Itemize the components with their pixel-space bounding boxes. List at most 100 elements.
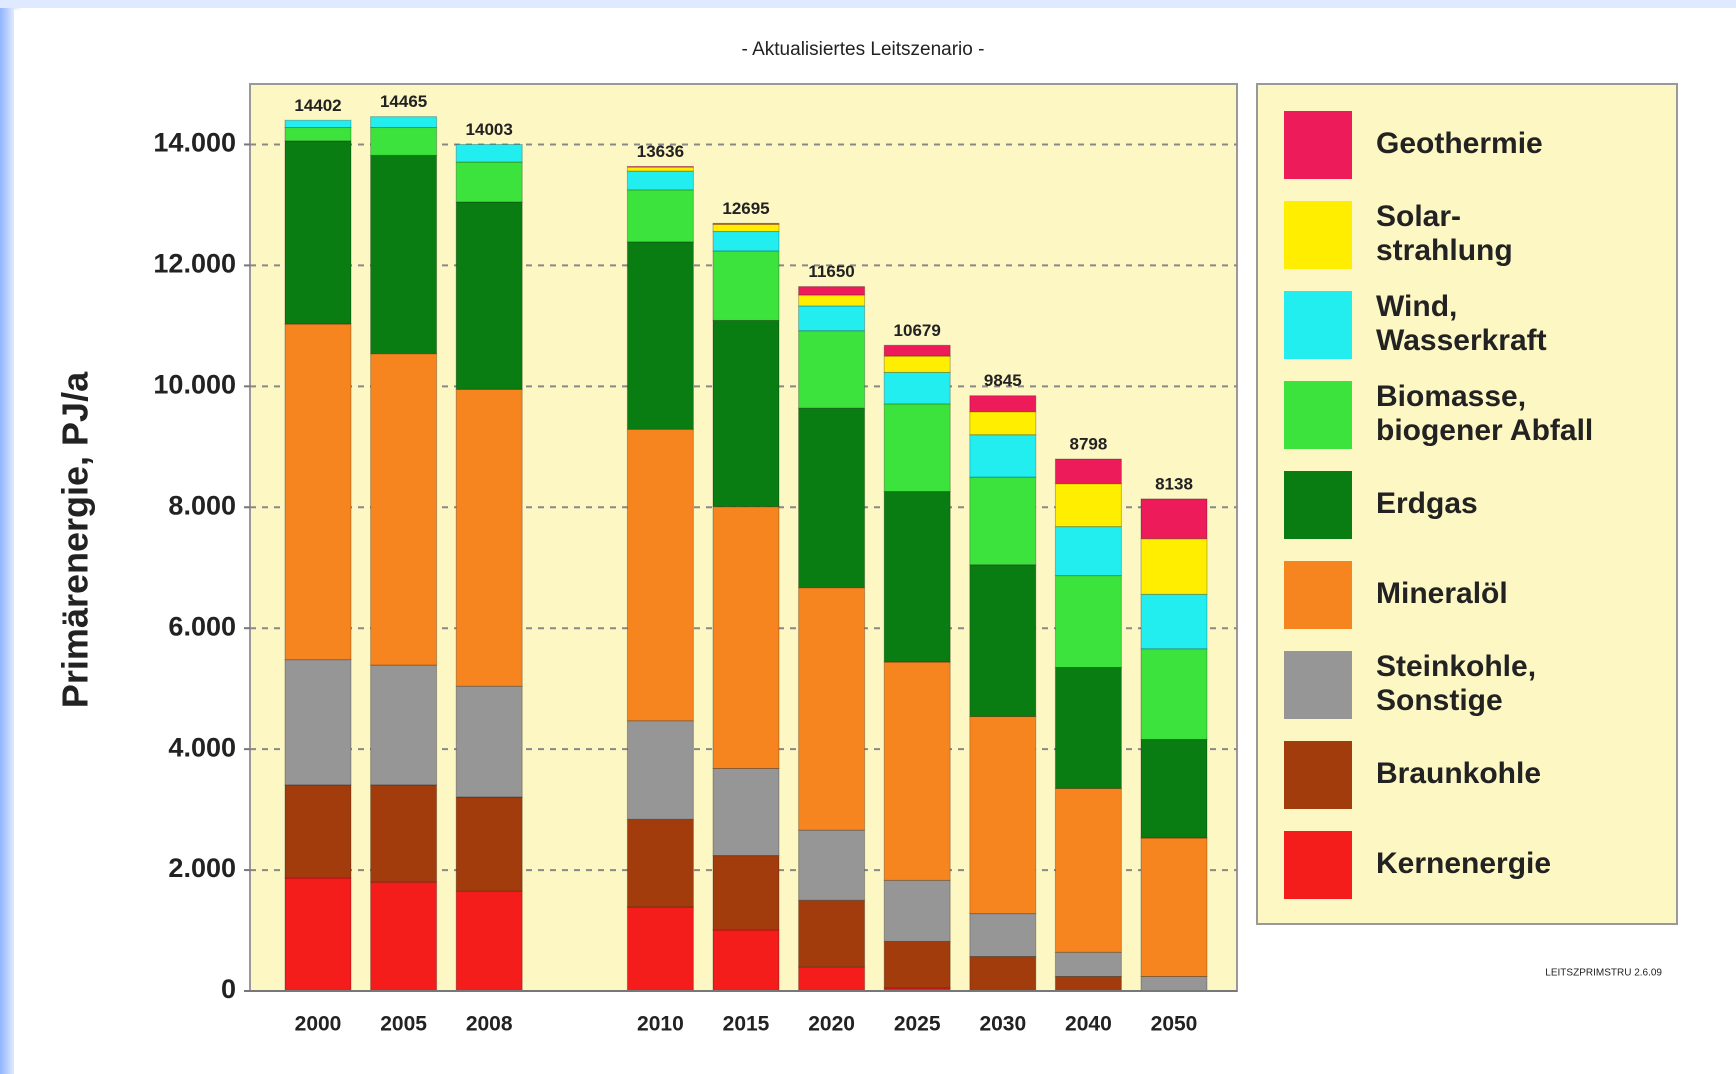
x-tick-label: 2008 [466, 1013, 513, 1036]
bar-segment [284, 659, 352, 786]
source-note: LEITSZPRIMSTRU 2.6.09 [1545, 968, 1662, 979]
total-label: 8798 [1069, 434, 1107, 453]
bar-segment [712, 929, 780, 992]
bar-segment [883, 403, 951, 493]
legend-swatch [1284, 741, 1352, 809]
legend-swatch [1284, 111, 1352, 179]
legend-swatch [1284, 471, 1352, 539]
bar-segment [969, 956, 1037, 992]
bar-segment [370, 116, 438, 129]
bar-segment [455, 161, 523, 203]
bar-segment [455, 685, 523, 798]
legend-swatch [1284, 831, 1352, 899]
bar-segment [626, 165, 694, 168]
bar-segment [969, 395, 1037, 413]
bar-segment [284, 140, 352, 325]
bar-segment [798, 966, 866, 992]
bar-segment [1140, 837, 1208, 977]
bar-segment [798, 829, 866, 901]
bar-segment [1054, 458, 1122, 485]
bar-segment [370, 154, 438, 355]
bar-segment [370, 664, 438, 786]
bar-segment [284, 323, 352, 661]
legend-swatch [1284, 651, 1352, 719]
legend-swatch [1284, 381, 1352, 449]
bar-segment [1140, 498, 1208, 540]
bar-segment [883, 355, 951, 373]
bar-segment [1140, 538, 1208, 595]
bar-segment [455, 201, 523, 390]
bar-segment [1140, 593, 1208, 650]
bar-segment [626, 189, 694, 243]
top-strip [0, 0, 1736, 8]
bar-segment [626, 428, 694, 722]
bar-segment [1054, 975, 1122, 992]
legend-swatch [1284, 291, 1352, 359]
total-label: 14003 [466, 120, 513, 139]
legend-label-line: Wind, [1376, 290, 1457, 323]
y-tick-label: 0 [221, 974, 236, 1004]
legend-label-line: Sonstige [1376, 684, 1503, 717]
legend-swatch [1284, 561, 1352, 629]
legend-label: Biomasse, biogener Abfall [1376, 380, 1593, 447]
bar-segment [1054, 526, 1122, 577]
bar-segment [883, 491, 951, 663]
bar-segment [1054, 787, 1122, 953]
bar-segment [284, 119, 352, 129]
bar-segment [1054, 951, 1122, 977]
legend-label: Steinkohle, Sonstige [1376, 650, 1536, 717]
y-tick-label: 10.000 [153, 369, 236, 399]
bar-segment [712, 231, 780, 252]
bar-segment [712, 506, 780, 769]
bar-segment [712, 855, 780, 931]
bar-segment [798, 330, 866, 409]
bar-segment [712, 767, 780, 857]
bar-segment [712, 223, 780, 233]
total-label: 12695 [722, 199, 769, 218]
bar-segment [798, 294, 866, 307]
bar-segment [798, 286, 866, 296]
legend-label: Erdgas [1376, 487, 1478, 520]
bar-segment [626, 906, 694, 992]
chart-title: - Aktualisiertes Leitszenario - [742, 39, 985, 60]
x-tick-label: 2020 [808, 1013, 855, 1036]
bar-segment [712, 222, 780, 225]
bar-segment [1140, 738, 1208, 839]
bar-segment [284, 127, 352, 142]
total-label: 8138 [1155, 474, 1193, 493]
bar-segment [798, 407, 866, 589]
x-tick-label: 2015 [723, 1013, 770, 1036]
bar-segment [883, 344, 951, 357]
legend-label-line: strahlung [1376, 234, 1513, 267]
bar-segment [1054, 667, 1122, 789]
bar-segment [969, 913, 1037, 958]
bar-segment [626, 818, 694, 908]
bar-segment [969, 434, 1037, 478]
legend-label: Kernenergie [1376, 847, 1551, 880]
bar-segment [626, 170, 694, 191]
legend-label: Solar-strahlung [1376, 200, 1513, 267]
total-label: 11650 [808, 262, 854, 281]
y-tick-label: 14.000 [153, 128, 236, 158]
bar-segment [1054, 483, 1122, 528]
legend-label: Wind, Wasserkraft [1376, 290, 1547, 357]
total-label: 14402 [294, 96, 341, 115]
total-label: 14465 [380, 92, 427, 111]
bar-segment [626, 720, 694, 820]
y-tick-label: 4.000 [168, 732, 236, 762]
legend-label-line: biogener Abfall [1376, 414, 1593, 447]
total-label: 10679 [894, 321, 941, 340]
bar-segment [883, 879, 951, 942]
bar-segment [712, 250, 780, 321]
bar-segment [284, 784, 352, 879]
y-tick-label: 12.000 [153, 249, 236, 279]
x-tick-label: 2025 [894, 1013, 941, 1036]
bar-segment [969, 715, 1037, 915]
bar-segment [370, 127, 438, 156]
bar-segment [798, 899, 866, 968]
y-axis-label: Primärenergie, PJ/a [55, 371, 96, 708]
bar-segment [969, 564, 1037, 717]
legend-label-line: Steinkohle, [1376, 650, 1536, 683]
bar-segment [969, 411, 1037, 436]
legend-label-line: Biomasse, [1376, 380, 1526, 413]
